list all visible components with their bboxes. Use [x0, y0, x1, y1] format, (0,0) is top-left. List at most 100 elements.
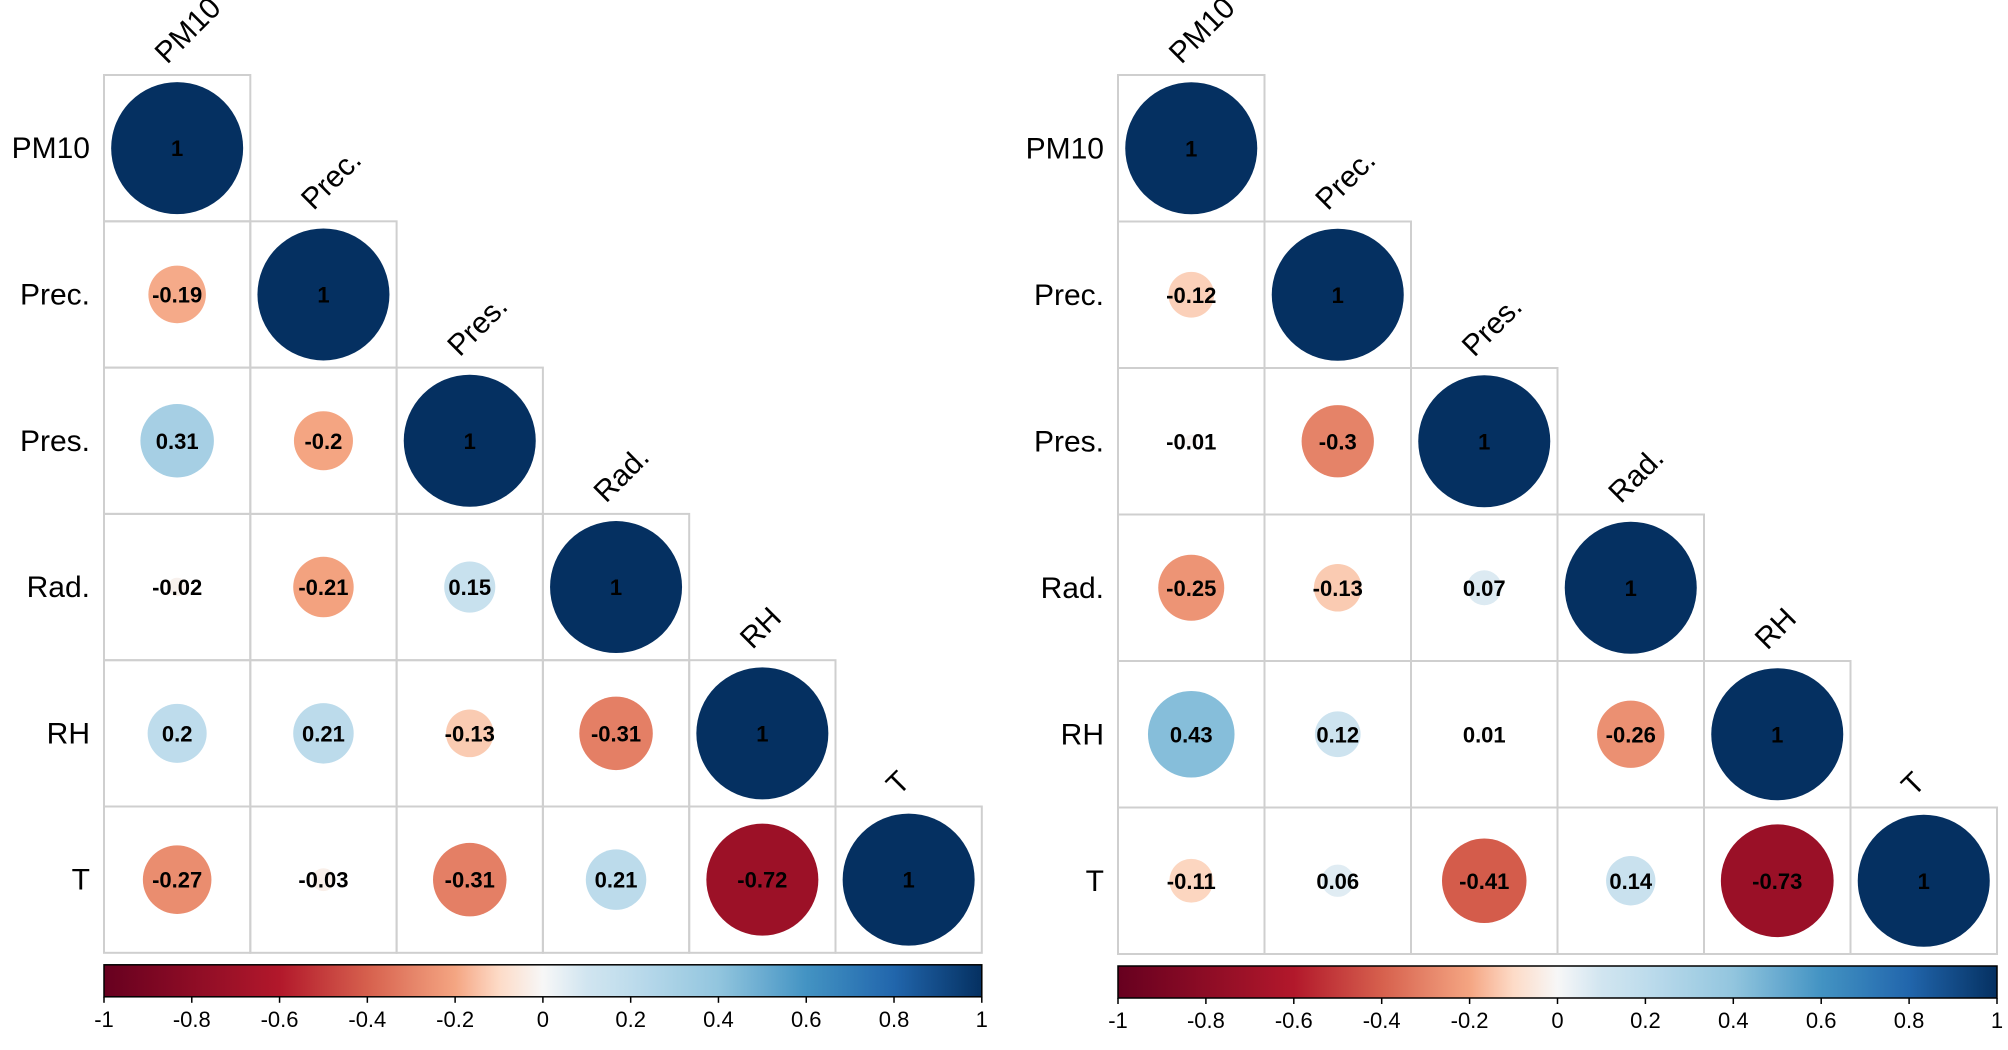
corr-circle [293, 411, 353, 471]
corr-circle [1441, 838, 1527, 924]
corr-circle [706, 823, 819, 936]
corr-value: -0.26 [1606, 722, 1656, 747]
corr-value: -0.25 [1166, 576, 1216, 601]
colorbar-tick-label: -0.4 [1363, 1008, 1401, 1033]
row-label-rad: Rad. [27, 571, 90, 604]
corr-circle [585, 849, 647, 910]
row-label-pres: Pres. [20, 425, 90, 458]
corr-circle [1125, 82, 1258, 215]
corr-value: 0.07 [1463, 576, 1506, 601]
col-label-rad: Rad. [588, 441, 656, 509]
corr-value: 1 [1625, 576, 1637, 601]
col-label-pm10: PM10 [149, 0, 228, 70]
corr-circle [842, 813, 975, 946]
corr-value: -0.3 [1319, 429, 1357, 454]
corr-value: -0.21 [298, 575, 348, 600]
corr-value: 1 [1478, 429, 1490, 454]
corr-circle [111, 82, 244, 215]
row-label-rad: Rad. [1041, 572, 1104, 605]
col-label-t: T [880, 765, 916, 801]
corr-circle [1321, 864, 1354, 897]
corr-circle [293, 556, 354, 618]
colorbar-tick-label: 0.6 [1806, 1008, 1837, 1033]
cell-border [834, 805, 983, 954]
colorbar-tick-label: -1 [94, 1007, 114, 1032]
colorbar-tick-label: -0.8 [1187, 1008, 1225, 1033]
row-label-t: T [1086, 865, 1104, 898]
col-label-prec: Prec. [1309, 144, 1382, 217]
corr-value: 1 [1332, 283, 1344, 308]
col-label-pm10: PM10 [1163, 0, 1242, 70]
row-label-pres: Pres. [1034, 425, 1104, 458]
corr-value: -0.03 [298, 868, 348, 893]
col-label-rh: RH [1749, 602, 1803, 656]
corr-circle [148, 265, 206, 324]
col-label-rad: Rad. [1602, 441, 1670, 509]
colorbar-tick-label: 0.2 [1630, 1008, 1661, 1033]
cell-border [1849, 806, 1998, 955]
corr-value: -0.11 [1167, 869, 1216, 894]
corr-circle [293, 703, 354, 764]
corr-value: -0.13 [1313, 576, 1363, 601]
corr-value: -0.01 [1166, 429, 1216, 454]
corr-circle [1301, 405, 1374, 478]
colorbar-tick-label: 0 [537, 1007, 549, 1032]
corr-value: -0.41 [1459, 869, 1509, 894]
corr-value: 1 [171, 136, 183, 161]
corr-circle [1857, 814, 1990, 947]
corr-circle [1564, 521, 1697, 654]
corr-value: 1 [1918, 869, 1930, 894]
colorbar-tick-label: 0.4 [703, 1007, 734, 1032]
corr-circle [1169, 858, 1214, 903]
corr-panel-1: PM10 PM10 1 Prec. Prec. -0.19 1 Pres. Pres. 0.31 -… [12, 0, 988, 1032]
corr-circle [1158, 554, 1225, 621]
corr-circle [445, 709, 494, 758]
corr-circle [1477, 727, 1491, 741]
corr-value: 0.43 [1170, 722, 1213, 747]
row-label-rh: RH [47, 717, 90, 750]
corr-circle [1720, 824, 1834, 938]
row-label-prec: Prec. [1034, 279, 1104, 312]
corr-value: 1 [317, 282, 329, 307]
colorbar-tick-label: 0.6 [791, 1007, 822, 1032]
corr-circle [444, 561, 496, 613]
corr-circle [1313, 563, 1362, 612]
col-label-rh: RH [734, 601, 788, 655]
colorbar-tick-label: 0.8 [1894, 1008, 1925, 1033]
colorbar-tick-label: -0.4 [348, 1007, 386, 1032]
colorbar-tick-label: -0.2 [436, 1007, 474, 1032]
corr-value: 0.21 [595, 868, 638, 893]
corr-value: -0.31 [591, 721, 641, 746]
colorbar [103, 964, 983, 998]
corr-circle [1314, 711, 1361, 758]
colorbar-tick-label: 0 [1551, 1008, 1563, 1033]
col-label-pres: Pres. [1456, 290, 1529, 363]
corr-circle [312, 868, 335, 892]
corr-circle [1597, 700, 1665, 768]
colorbar-tick-label: 0.8 [879, 1007, 910, 1032]
row-label-pm10: PM10 [1026, 132, 1104, 165]
corr-circle [257, 228, 390, 361]
corr-value: -0.27 [152, 868, 202, 893]
corr-value: 1 [1771, 722, 1783, 747]
corr-value: 1 [610, 575, 622, 600]
corr-value: 1 [1185, 136, 1197, 161]
corr-circle [1466, 570, 1502, 606]
corr-circle [147, 703, 207, 763]
corr-value: -0.73 [1752, 869, 1802, 894]
corr-circle [403, 374, 536, 507]
colorbar-tick-label: 0.4 [1718, 1008, 1749, 1033]
corr-circle [167, 577, 187, 597]
colorbar-tick-label: -0.8 [173, 1007, 211, 1032]
corr-circle [696, 667, 829, 800]
row-label-pm10: PM10 [12, 132, 90, 165]
corr-circle [1271, 228, 1404, 361]
row-label-prec: Prec. [20, 278, 90, 311]
corr-circle [1418, 375, 1551, 508]
corr-value: -0.72 [737, 868, 787, 893]
corr-value: 0.01 [1463, 722, 1506, 747]
corr-value: 0.21 [302, 721, 345, 746]
corr-value: -0.2 [304, 429, 342, 454]
